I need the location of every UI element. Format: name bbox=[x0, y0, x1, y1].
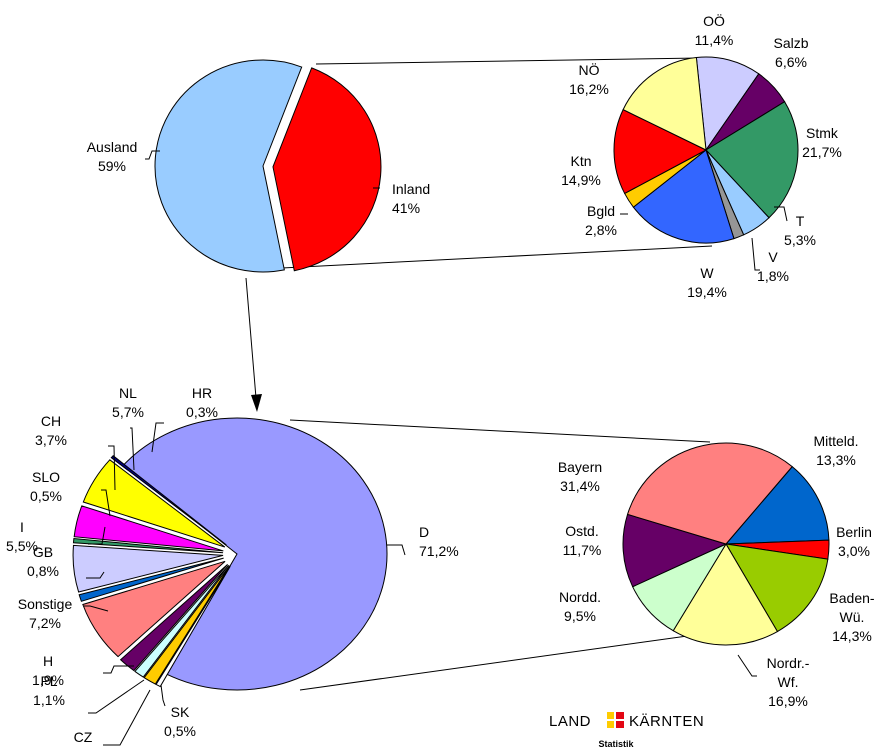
pie-slice-h bbox=[119, 564, 228, 672]
connector-line-top-upper bbox=[315, 57, 701, 65]
connector-line-bottom-lower bbox=[299, 631, 717, 691]
pie-slice-gb bbox=[78, 557, 224, 602]
leader-line-hr bbox=[151, 422, 164, 453]
slice-label-ktn: Ktn 14,9% bbox=[561, 153, 601, 188]
pie-slice-no bbox=[622, 56, 707, 151]
leader-line-sk bbox=[160, 684, 166, 707]
slice-label-cz: CZ bbox=[74, 729, 93, 745]
pie-slice-i bbox=[72, 544, 224, 593]
leader-line-nordr-wf bbox=[737, 654, 757, 677]
logo-text-kaernten: KÄRNTEN bbox=[629, 713, 704, 730]
slice-label-nordd: Nordd. 9,5% bbox=[559, 589, 601, 624]
pie-slice-inland bbox=[272, 67, 382, 272]
logo-subtitle: Statistik bbox=[598, 739, 634, 749]
logo-mark-red bbox=[616, 712, 624, 719]
pie-slice-cz bbox=[143, 565, 230, 685]
slice-label-stmk: Stmk 21,7% bbox=[802, 125, 842, 160]
pie-slice-ausland bbox=[154, 59, 303, 273]
pie-slices bbox=[72, 56, 830, 691]
pie-slice-slo bbox=[72, 537, 224, 554]
slice-label-pl: PL 1,1% bbox=[33, 673, 65, 708]
pie-slice-oo bbox=[695, 56, 760, 152]
slice-label-bgld: Bgld 2,8% bbox=[585, 203, 617, 238]
leader-line-sonstige bbox=[84, 605, 109, 612]
slice-label-inland: Inland 41% bbox=[392, 181, 430, 216]
connector-line-top-lower bbox=[281, 245, 713, 269]
pie-chart-2 bbox=[613, 56, 799, 244]
slice-label-i: I 5,5% bbox=[6, 519, 38, 554]
slice-label-d: D 71,2% bbox=[419, 524, 459, 559]
slice-label-v: V 1,8% bbox=[757, 249, 789, 284]
slice-label-gb: GB 0,8% bbox=[27, 544, 59, 579]
connector-lines bbox=[281, 57, 717, 691]
pie-slice-ktn bbox=[613, 108, 708, 195]
slice-label-bayern: Bayern 31,4% bbox=[558, 459, 602, 494]
leader-line-h bbox=[103, 665, 134, 674]
pie-slice-mitteld bbox=[724, 465, 830, 545]
slice-label-no: NÖ 16,2% bbox=[569, 61, 609, 97]
pie-slice-pl bbox=[134, 564, 230, 678]
connector-line-bottom-upper bbox=[289, 419, 711, 443]
logo-mark-yellow bbox=[607, 712, 614, 719]
arrow-ausland-to-countries bbox=[245, 277, 262, 412]
pie-slice-ostd bbox=[622, 513, 728, 588]
slice-label-sonstige: Sonstige 7,2% bbox=[18, 596, 73, 631]
leader-line-gb bbox=[86, 571, 105, 579]
slice-label-h: H 1,9% bbox=[32, 653, 64, 688]
pie-slice-w bbox=[632, 149, 735, 244]
slice-label-ausland: Ausland 59% bbox=[87, 139, 138, 174]
slice-label-slo: SLO 0,5% bbox=[30, 469, 62, 504]
leader-line-ch bbox=[108, 445, 116, 491]
leader-lines bbox=[84, 150, 788, 746]
logo-text-land: LAND bbox=[549, 713, 591, 730]
pie-chart-4 bbox=[622, 442, 830, 646]
land-kaernten-logo: LAND KÄRNTEN Statistik bbox=[549, 712, 704, 749]
leader-line-i bbox=[88, 526, 106, 545]
slice-label-ch: CH 3,7% bbox=[35, 413, 67, 448]
slice-label-baden-wu: Baden-Wü. 14,3% bbox=[829, 590, 874, 644]
pie-slice-nordr-wf bbox=[672, 543, 779, 646]
leader-line-t bbox=[774, 206, 788, 222]
slice-label-w: W 19,4% bbox=[687, 265, 727, 300]
leader-line-d bbox=[387, 544, 406, 556]
slice-label-nl: NL 5,7% bbox=[112, 385, 144, 420]
logo-mark-yellow-2 bbox=[607, 721, 614, 728]
slice-label-nordr-wf: Nordr.-Wf. 16,9% bbox=[767, 655, 810, 709]
pie-slice-stmk bbox=[705, 101, 799, 219]
slice-labels: Ausland 59% Inland 41% OÖ 11,4% Salzb 6,6% Stmk 2… bbox=[6, 12, 875, 745]
leader-line-v bbox=[751, 237, 760, 271]
pie-slice-baden-wu bbox=[725, 543, 829, 633]
leader-line-cz bbox=[103, 689, 151, 746]
slice-label-sk: SK 0,5% bbox=[164, 704, 196, 739]
leader-line-nl bbox=[130, 427, 135, 471]
slice-label-salzb: Salzb 6,6% bbox=[773, 35, 808, 70]
leader-line-slo bbox=[101, 489, 111, 517]
pie-slice-d bbox=[123, 417, 388, 691]
slice-label-hr: HR 0,3% bbox=[186, 385, 218, 420]
leader-line-ausland bbox=[145, 150, 160, 160]
slice-label-ostd: Ostd. 11,7% bbox=[563, 523, 602, 558]
pie-slice-nl bbox=[82, 459, 226, 548]
slice-label-t: T 5,3% bbox=[784, 213, 816, 248]
pie-slice-ch bbox=[73, 505, 224, 552]
pie-chart-1 bbox=[154, 59, 382, 273]
slice-label-oo: OÖ 11,4% bbox=[695, 12, 734, 48]
leader-line-pl bbox=[88, 679, 145, 714]
pie-slice-bayern bbox=[626, 442, 793, 545]
pie-slice-sk bbox=[155, 566, 231, 688]
pie-chart-3 bbox=[72, 417, 388, 691]
slice-label-berlin: Berlin 3,0% bbox=[836, 524, 872, 559]
pie-slice-sonstige bbox=[82, 560, 226, 658]
slice-label-mitteld: Mitteld. 13,3% bbox=[813, 433, 858, 468]
logo-mark-red-2 bbox=[616, 721, 624, 728]
pie-slice-hr bbox=[110, 455, 227, 546]
